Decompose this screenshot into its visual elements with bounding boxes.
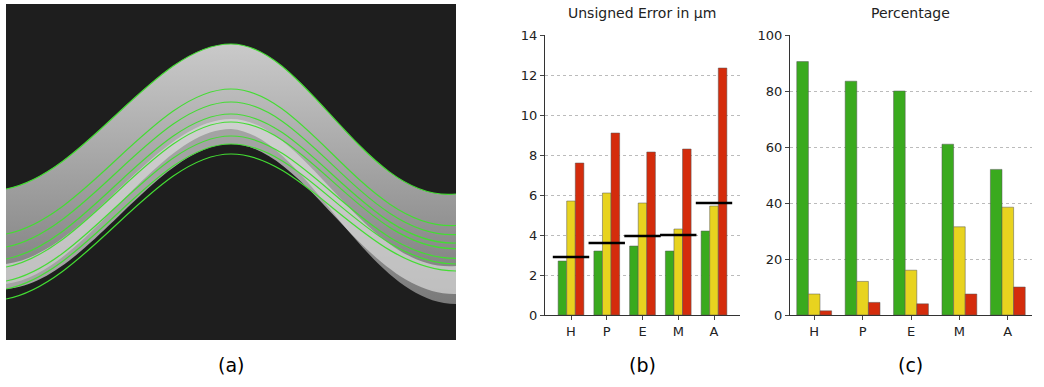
- svg-text:A: A: [1003, 324, 1012, 339]
- svg-text:Unsigned Error in μm: Unsigned Error in μm: [568, 5, 716, 21]
- svg-text:E: E: [638, 324, 646, 339]
- svg-text:M: M: [954, 324, 965, 339]
- svg-text:8: 8: [529, 148, 537, 163]
- svg-text:100: 100: [758, 28, 783, 43]
- svg-text:P: P: [859, 324, 867, 339]
- svg-text:A: A: [710, 324, 719, 339]
- svg-text:(b): (b): [629, 354, 656, 376]
- svg-text:Percentage: Percentage: [871, 5, 950, 21]
- svg-text:2: 2: [529, 268, 537, 283]
- svg-text:40: 40: [766, 196, 783, 211]
- svg-text:(c): (c): [898, 354, 923, 376]
- svg-text:10: 10: [521, 108, 538, 123]
- svg-text:14: 14: [521, 28, 538, 43]
- svg-text:6: 6: [529, 188, 537, 203]
- svg-text:0: 0: [529, 308, 537, 323]
- svg-text:60: 60: [766, 140, 783, 155]
- svg-text:4: 4: [529, 228, 537, 243]
- svg-text:H: H: [809, 324, 819, 339]
- svg-text:20: 20: [766, 252, 783, 267]
- svg-text:(a): (a): [218, 354, 244, 376]
- svg-text:H: H: [566, 324, 576, 339]
- svg-text:12: 12: [521, 68, 538, 83]
- svg-text:E: E: [907, 324, 915, 339]
- svg-text:0: 0: [774, 308, 782, 323]
- svg-text:P: P: [603, 324, 611, 339]
- svg-text:80: 80: [766, 84, 783, 99]
- svg-text:M: M: [673, 324, 684, 339]
